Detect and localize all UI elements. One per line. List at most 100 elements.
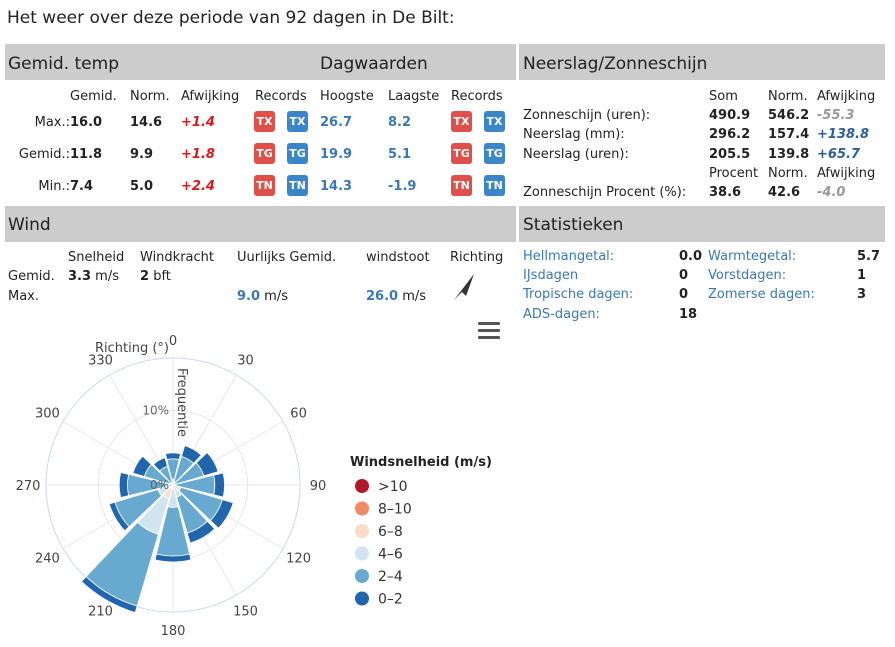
stat-ijsdagen-value: 0 xyxy=(679,268,689,283)
wind-windstoot-value[interactable]: 26.0 xyxy=(366,289,399,304)
wind-snelheid-value: 3.3 xyxy=(68,269,92,284)
stat-warmtegetal-value: 5.7 xyxy=(857,249,881,264)
record-low-badge[interactable]: TN xyxy=(287,175,308,196)
temp-afwijking-value: +2.4 xyxy=(181,179,215,194)
temp-hoogste-value[interactable]: 26.7 xyxy=(320,115,353,130)
legend-marker[interactable] xyxy=(355,591,369,606)
stat-ijsdagen-link[interactable]: IJsdagen xyxy=(523,268,579,283)
temp-header-hoogste: Hoogste xyxy=(320,89,374,104)
stat-warmtegetal-link[interactable]: Warmtegetal: xyxy=(708,249,797,264)
stat-zomerse-dagen-link[interactable]: Zomerse dagen: xyxy=(708,287,815,302)
direction-tick-label: 90 xyxy=(310,479,327,494)
temp-laagste-value[interactable]: 8.2 xyxy=(388,115,412,130)
legend-item-label[interactable]: 4–6 xyxy=(378,547,403,563)
wind-rose-bar[interactable] xyxy=(209,499,234,529)
legend-item-label[interactable]: 8–10 xyxy=(378,502,412,518)
wind-rose-bar[interactable] xyxy=(80,576,138,613)
stat-tropische-dagen-value: 0 xyxy=(679,287,689,302)
page-title: Het weer over deze periode van 92 dagen … xyxy=(7,8,455,28)
temp-hoogste-value[interactable]: 14.3 xyxy=(320,179,353,194)
neerslag-header-procent: Procent xyxy=(709,166,759,181)
wind-header-snelheid: Snelheid xyxy=(68,250,125,265)
temp-header-laagste: Laagste xyxy=(388,89,440,104)
temp-afwijking-value: +1.4 xyxy=(181,115,215,130)
legend-marker[interactable] xyxy=(355,501,369,516)
legend-marker[interactable] xyxy=(355,524,369,538)
neerslag-row-label: Zonneschijn (uren): xyxy=(523,108,651,123)
wind-rose-bar[interactable] xyxy=(186,520,216,544)
wind-uurlijks-cell[interactable]: 9.0 m/s xyxy=(237,289,288,304)
neerslag-norm-value: 546.2 xyxy=(768,108,810,123)
wind-uurlijks-value[interactable]: 9.0 xyxy=(237,289,261,304)
record-high-badge[interactable]: TN xyxy=(451,175,472,196)
legend-marker[interactable] xyxy=(355,546,369,561)
record-low-badge[interactable]: TX xyxy=(484,111,505,132)
legend-item-label[interactable]: 2–4 xyxy=(378,569,403,585)
stat-tropische-dagen-link[interactable]: Tropische dagen: xyxy=(523,287,634,302)
record-low-badge[interactable]: TX xyxy=(287,111,308,132)
direction-tick-label: 270 xyxy=(16,479,41,494)
wind-windstoot-cell[interactable]: 26.0 m/s xyxy=(366,289,426,304)
neerslag-afwijking-value: -55.3 xyxy=(817,108,855,123)
direction-tick-label: 300 xyxy=(35,407,60,422)
temp-laagste-value[interactable]: -1.9 xyxy=(388,179,417,194)
legend-marker[interactable] xyxy=(355,569,369,583)
wind-rose-bar[interactable] xyxy=(118,471,130,499)
legend-marker[interactable] xyxy=(355,479,369,493)
statistieken-section-title: Statistieken xyxy=(523,215,624,235)
wind-rose-bar[interactable] xyxy=(152,457,168,472)
direction-tick-label: 60 xyxy=(290,407,307,422)
chart-menu-icon[interactable] xyxy=(478,322,500,342)
direction-tick-label: 0 xyxy=(169,334,177,349)
wind-gemid-label: Gemid. xyxy=(8,269,55,284)
wind-rose-bar[interactable] xyxy=(165,452,181,461)
stat-hellmangetal-link[interactable]: Hellmangetal: xyxy=(523,249,615,264)
neerslag-header-norm: Norm. xyxy=(768,89,808,104)
temp-norm-value: 5.0 xyxy=(130,179,154,194)
wind-rose-bar[interactable] xyxy=(195,452,219,477)
wind-header-windstoot: windstoot xyxy=(366,250,430,265)
wind-header-uurlijks: Uurlijks Gemid. xyxy=(237,250,337,265)
direction-tick-label: 150 xyxy=(233,605,258,620)
zonneschijn-procent-value: 38.6 xyxy=(709,185,742,200)
temp-norm-value: 9.9 xyxy=(130,147,154,162)
record-low-badge[interactable]: TN xyxy=(484,175,505,196)
record-high-badge[interactable]: TX xyxy=(451,111,472,132)
zonneschijn-procent-afwijking: -4.0 xyxy=(817,185,846,200)
legend-item-label[interactable]: 0–2 xyxy=(378,592,403,608)
neerslag-afwijking-value: +138.8 xyxy=(817,127,870,142)
zonneschijn-procent-label: Zonneschijn Procent (%): xyxy=(523,185,687,200)
wind-rose-bar[interactable] xyxy=(154,553,192,563)
record-high-badge[interactable]: TG xyxy=(451,143,472,164)
temp-laagste-value[interactable]: 5.1 xyxy=(388,147,412,162)
wind-rose-labels: 0% 10% 0 30 60 90 120 150 180 210 240 270 300 330 xyxy=(16,334,327,639)
legend-item-label[interactable]: >10 xyxy=(378,479,408,495)
temp-hoogste-value[interactable]: 19.9 xyxy=(320,147,353,162)
record-high-badge[interactable]: TG xyxy=(254,143,275,164)
record-high-badge[interactable]: TX xyxy=(254,111,275,132)
record-low-badge[interactable]: TG xyxy=(287,143,308,164)
neerslag-header-afwijking2: Afwijking xyxy=(817,166,876,181)
stat-ads-dagen-link[interactable]: ADS-dagen: xyxy=(523,307,600,322)
wind-snelheid-cell: 3.3 m/s xyxy=(68,269,119,284)
wind-rose-bar[interactable] xyxy=(180,445,202,464)
direction-tick-label: 180 xyxy=(161,624,186,639)
wind-rose-bar[interactable] xyxy=(213,472,225,498)
stat-hellmangetal-value: 0.0 xyxy=(679,249,703,264)
legend-item-label[interactable]: 6–8 xyxy=(378,524,403,540)
neerslag-som-value: 205.5 xyxy=(709,147,751,162)
neerslag-header-afwijking: Afwijking xyxy=(817,89,876,104)
radial-tick-label: 10% xyxy=(142,403,169,417)
stat-vorstdagen-value: 1 xyxy=(857,268,867,283)
neerslag-row-label: Neerslag (mm): xyxy=(523,127,625,142)
stat-vorstdagen-link[interactable]: Vorstdagen: xyxy=(708,268,787,283)
wind-rose-bar[interactable] xyxy=(132,455,152,478)
wind-windkracht-value: 2 xyxy=(140,269,150,284)
wind-rose-bar[interactable] xyxy=(108,501,130,532)
temp-header-gemid: Gemid. xyxy=(70,89,117,104)
temp-gemid-value: 11.8 xyxy=(70,147,103,162)
record-low-badge[interactable]: TG xyxy=(484,143,505,164)
record-high-badge[interactable]: TN xyxy=(254,175,275,196)
wind-header-richting: Richting xyxy=(450,250,504,265)
y-axis-title: Frequentie xyxy=(174,368,189,437)
